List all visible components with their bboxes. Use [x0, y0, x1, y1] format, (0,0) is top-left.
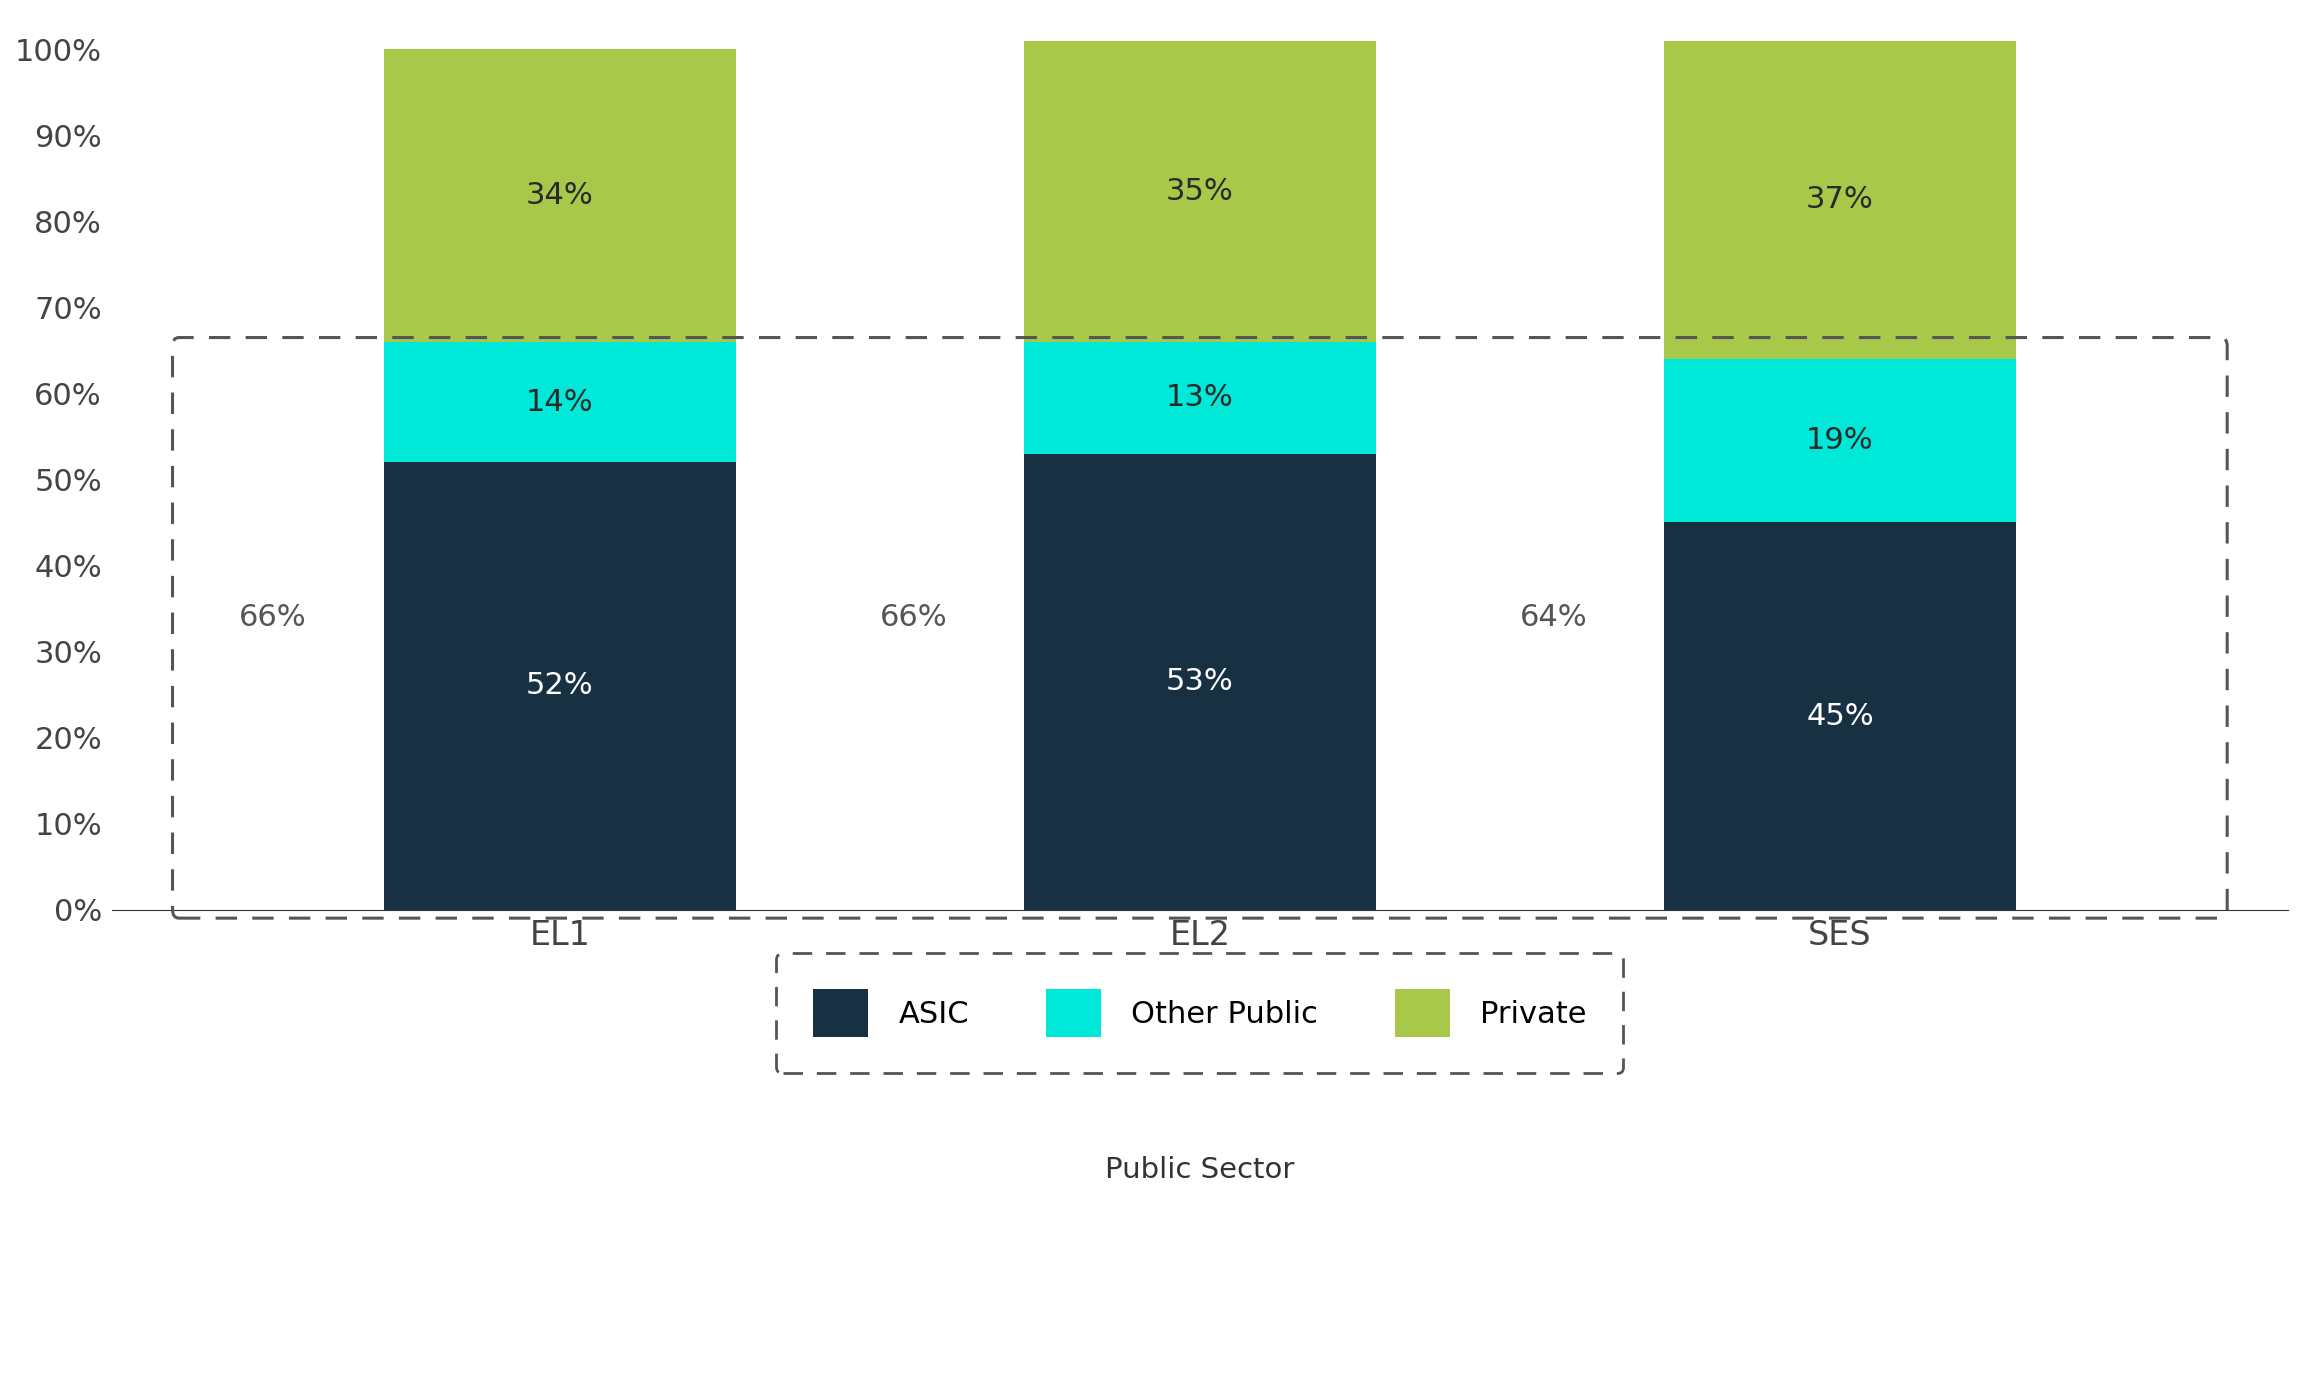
- Text: 64%: 64%: [1520, 602, 1587, 631]
- Bar: [385, 462, 735, 909]
- Text: 53%: 53%: [1165, 667, 1234, 696]
- Text: 19%: 19%: [1806, 426, 1875, 455]
- Text: 66%: 66%: [240, 602, 306, 631]
- Legend: ASIC, Other Public, Private: ASIC, Other Public, Private: [776, 952, 1624, 1073]
- Text: 13%: 13%: [1165, 383, 1234, 412]
- Text: Public Sector: Public Sector: [1105, 1156, 1294, 1183]
- Text: 35%: 35%: [1165, 177, 1234, 206]
- Bar: [385, 50, 735, 342]
- Bar: [1025, 342, 1375, 454]
- Bar: [1665, 523, 2015, 909]
- Bar: [385, 342, 735, 462]
- Text: 52%: 52%: [525, 671, 594, 700]
- Text: 45%: 45%: [1806, 702, 1875, 731]
- Bar: [1025, 454, 1375, 909]
- Bar: [1665, 358, 2015, 523]
- Text: 66%: 66%: [880, 602, 947, 631]
- Bar: [1025, 40, 1375, 342]
- Text: 37%: 37%: [1806, 185, 1875, 215]
- Bar: [1665, 40, 2015, 358]
- Text: 34%: 34%: [525, 181, 594, 210]
- Text: 14%: 14%: [525, 388, 594, 417]
